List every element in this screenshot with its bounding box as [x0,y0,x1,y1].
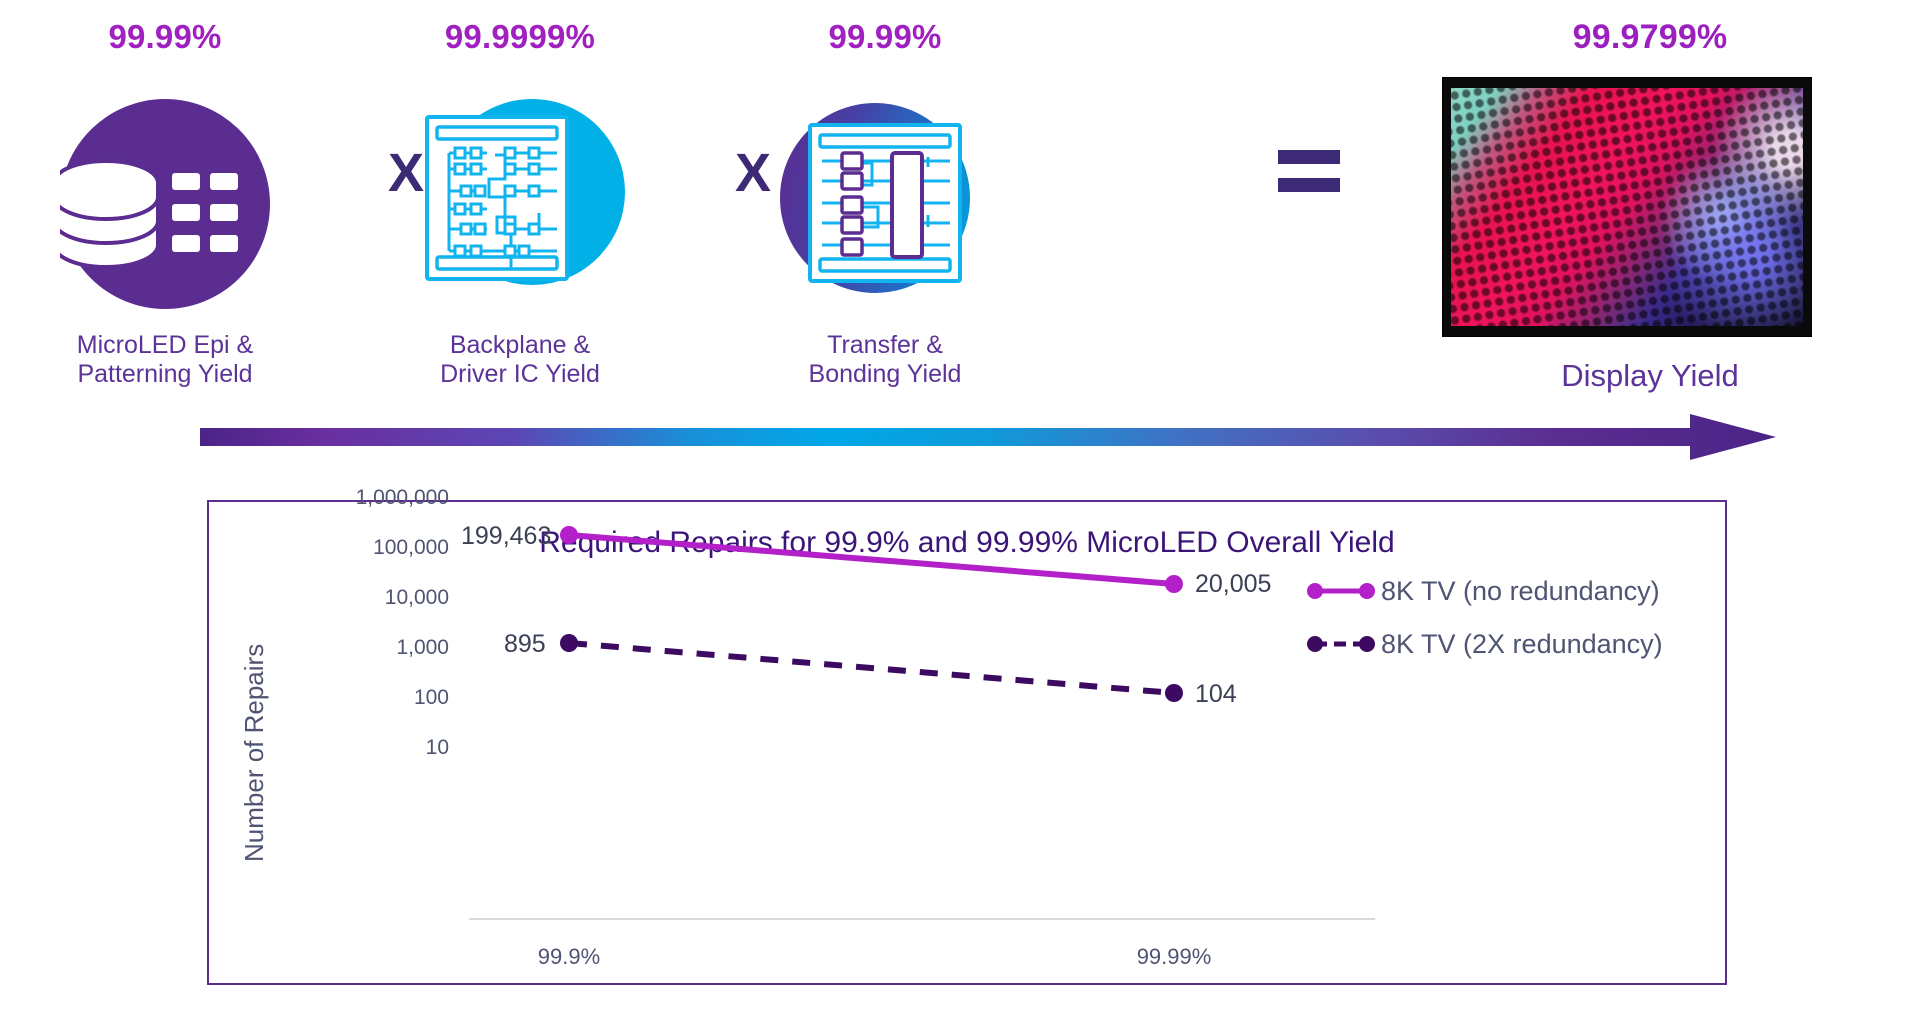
data-label-series2-p1: 895 [504,630,546,658]
y-tick-label: 10 [425,736,449,759]
x-tick-label: 99.9% [537,944,601,969]
y-tick-label: 100 [413,686,449,709]
microled-display-photo [1443,78,1811,336]
stage-2-percent: 99.9999% [444,18,596,55]
y-tick-label: 1,000 [396,636,449,659]
result-percent: 99.9799% [1572,18,1728,56]
chart-plot-area [469,526,1375,920]
stage-1-percent: 99.99% [108,18,222,55]
stage-3-caption-line2: Bonding Yield [808,359,962,388]
chart-panel: Required Repairs for 99.9% and 99.99% Mi… [207,486,1727,985]
legend-label-series2: 8K TV (2X redundancy) [1381,629,1663,659]
data-label-series2-p2: 104 [1195,680,1237,708]
stage-1-caption-line2: Patterning Yield [77,359,253,388]
y-tick-label: 10,000 [384,586,449,609]
data-label-series1-p2: 20,005 [1195,570,1272,598]
x-tick-label: 99.99% [1136,944,1212,969]
transfer-bonding-icon [780,99,990,309]
backplane-circuit-icon [415,99,625,309]
stage-1: 99.99% [40,20,290,389]
y-tick-label: 100,000 [373,536,449,559]
y-tick-label: 1,000,000 [355,486,449,509]
stage-2-caption-line1: Backplane & [449,331,591,359]
stage-1-caption-line1: MicroLED Epi & [76,331,254,359]
multiply-operator-1: X [388,143,425,203]
stage-2-caption-line2: Driver IC Yield [440,359,600,388]
legend-marker-series2 [1307,636,1375,652]
stage-3: 99.99% [760,20,1010,389]
process-flow-arrow [198,412,1778,462]
result-caption: Display Yield [1561,358,1739,393]
result-display-yield: 99.9799% [1430,20,1870,54]
stage-2: 99.9999% [395,20,645,389]
display-screen [1451,88,1803,326]
legend-marker-series1 [1307,583,1375,599]
equals-operator [1278,148,1340,194]
legend-label-series1: 8K TV (no redundancy) [1381,576,1660,606]
stage-3-caption-line1: Transfer & [827,331,943,359]
stage-3-percent: 99.99% [828,18,942,55]
data-label-series1-p1: 199,463 [461,522,552,550]
wafer-stack-icon [60,99,270,309]
multiply-operator-2: X [735,143,772,203]
